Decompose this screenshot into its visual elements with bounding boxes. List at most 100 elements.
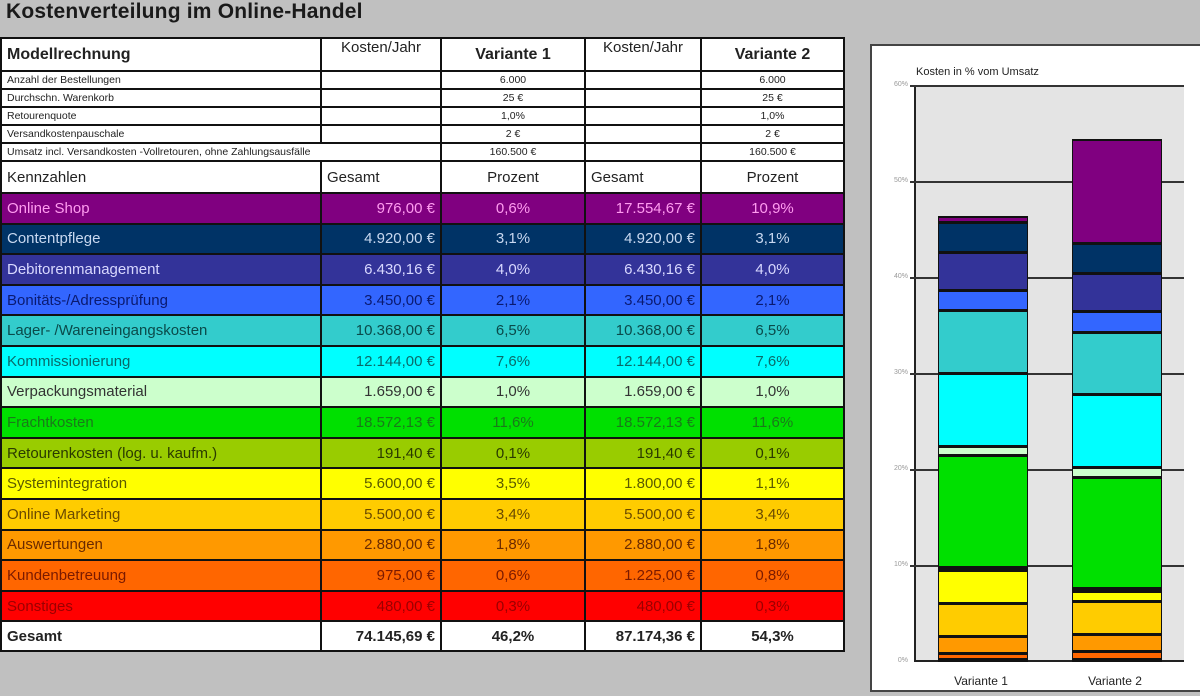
info-value-variante-2: 25 € [700, 88, 845, 108]
row-label: Frachtkosten [0, 406, 322, 439]
row-kosten-variante-2: 17.554,67 € [584, 192, 702, 225]
bar-segment [938, 310, 1028, 373]
stacked-bar [1072, 138, 1162, 662]
chart-panel: Kosten in % vom Umsatz 0% 10% 20% 30% 40% 50%… [870, 44, 1200, 692]
row-prozent-variante-1: 7,6% [440, 344, 586, 378]
info-empty-2 [584, 106, 702, 126]
header-variante-1: Variante 1 [440, 37, 586, 72]
row-kosten-variante-1: 10.368,00 € [320, 314, 442, 347]
table-row: Lager- /Wareneingangskosten 10.368,00 €6,… [0, 314, 845, 347]
bar-segment [1072, 393, 1162, 467]
y-tick-label: 30% [893, 369, 908, 376]
info-empty-1 [320, 70, 442, 90]
bar-segment [938, 445, 1028, 456]
total-row: Gesamt 74.145,69 €46,2% 87.174,36 €54,3% [0, 620, 845, 653]
bar-segment [1072, 659, 1162, 662]
info-value-variante-2: 1,0% [700, 106, 845, 126]
info-row: Umsatz incl. Versandkosten -Vollretouren… [0, 142, 845, 162]
y-tick-label: 0% [897, 657, 908, 664]
row-prozent-variante-1: 0,1% [440, 436, 586, 470]
row-kosten-variante-1: 975,00 € [320, 559, 442, 592]
header-kosten-jahr-2: Kosten/Jahr [584, 37, 702, 72]
row-kosten-variante-2: 3.450,00 € [584, 283, 702, 317]
info-empty-1 [320, 88, 442, 108]
info-value-variante-1: 1,0% [440, 106, 586, 126]
row-kosten-variante-1: 12.144,00 € [320, 344, 442, 378]
table-row: Retourenkosten (log. u. kaufm.) 191,40 €0… [0, 436, 845, 470]
header-modellrechnung: Modellrechnung [0, 37, 322, 72]
total-kosten-variante-2: 87.174,36 € [584, 620, 702, 653]
table-row: Systemintegration 5.600,00 €3,5% 1.800,00 … [0, 467, 845, 500]
row-kosten-variante-2: 5.500,00 € [584, 497, 702, 531]
bar-segment [938, 455, 1028, 567]
row-prozent-variante-2: 6,5% [700, 314, 845, 347]
row-label: Online Marketing [0, 497, 322, 531]
row-kosten-variante-2: 1.659,00 € [584, 375, 702, 409]
table-row: Kommissionierung 12.144,00 €7,6% 12.144,00… [0, 344, 845, 378]
y-tick-label: 20% [893, 465, 908, 472]
x-axis [916, 660, 1184, 662]
row-kosten-variante-1: 976,00 € [320, 192, 442, 225]
row-label: Sonstiges [0, 589, 322, 623]
table-row: Frachtkosten 18.572,13 €11,6% 18.572,13 €1… [0, 406, 845, 439]
table-row: Contentpflege 4.920,00 €3,1% 4.920,00 €3,1… [0, 222, 845, 256]
bar-segment [1072, 331, 1162, 394]
row-label: Kundenbetreuung [0, 559, 322, 592]
gridline [910, 85, 1184, 87]
info-empty-1 [320, 124, 442, 144]
table-row: Online Shop 976,00 €0,6% 17.554,67 €10,9% [0, 192, 845, 225]
row-prozent-variante-2: 1,0% [700, 375, 845, 409]
bar-segment [938, 569, 1028, 604]
row-kosten-variante-2: 12.144,00 € [584, 344, 702, 378]
bar-segment [1072, 590, 1162, 602]
info-row: Anzahl der Bestellungen 6.000 6.000 [0, 70, 845, 90]
x-category-label: Variante 2 [1088, 674, 1142, 688]
row-prozent-variante-1: 6,5% [440, 314, 586, 347]
info-label: Anzahl der Bestellungen [0, 70, 322, 90]
y-tick-label: 40% [893, 273, 908, 280]
row-kosten-variante-1: 5.500,00 € [320, 497, 442, 531]
kennzahlen-row: Kennzahlen Gesamt Prozent Gesamt Prozent [0, 160, 845, 194]
info-row: Versandkostenpauschale 2 € 2 € [0, 124, 845, 144]
bar-segment [1072, 243, 1162, 274]
row-kosten-variante-1: 480,00 € [320, 589, 442, 623]
row-prozent-variante-2: 0,1% [700, 436, 845, 470]
row-label: Auswertungen [0, 528, 322, 562]
kennzahlen-gesamt-2: Gesamt [584, 160, 702, 194]
total-prozent-variante-1: 46,2% [440, 620, 586, 653]
bar-segment [1072, 466, 1162, 477]
row-label: Verpackungsmaterial [0, 375, 322, 409]
row-prozent-variante-2: 0,3% [700, 589, 845, 623]
y-tick-label: 10% [893, 561, 908, 568]
header-kosten-jahr-1: Kosten/Jahr [320, 37, 442, 72]
table-row: Debitorenmanagement 6.430,16 €4,0% 6.430,1… [0, 253, 845, 286]
row-prozent-variante-2: 0,8% [700, 559, 845, 592]
row-prozent-variante-1: 0,3% [440, 589, 586, 623]
table-row: Bonitäts-/Adressprüfung 3.450,00 €2,1% 3.4… [0, 283, 845, 317]
total-label: Gesamt [0, 620, 322, 653]
y-tick-label: 60% [893, 81, 908, 88]
header-variante-2: Variante 2 [700, 37, 845, 72]
info-value-variante-2: 6.000 [700, 70, 845, 90]
bar-segment [1072, 138, 1162, 244]
info-value-variante-1: 2 € [440, 124, 586, 144]
chart-title: Kosten in % vom Umsatz [916, 66, 1039, 78]
row-kosten-variante-2: 10.368,00 € [584, 314, 702, 347]
bar-segment [938, 653, 1028, 659]
bar-segment [1072, 587, 1162, 591]
row-kosten-variante-1: 1.659,00 € [320, 375, 442, 409]
info-value-variante-2: 2 € [700, 124, 845, 144]
table-row: Verpackungsmaterial 1.659,00 €1,0% 1.659,0… [0, 375, 845, 409]
bar-segment [1072, 651, 1162, 659]
page-title: Kostenverteilung im Online-Handel [6, 0, 363, 23]
row-label: Lager- /Wareneingangskosten [0, 314, 322, 347]
info-value-variante-2: 160.500 € [700, 142, 845, 162]
row-prozent-variante-2: 3,4% [700, 497, 845, 531]
row-prozent-variante-1: 3,1% [440, 222, 586, 256]
row-prozent-variante-1: 0,6% [440, 559, 586, 592]
row-kosten-variante-1: 3.450,00 € [320, 283, 442, 317]
gridline [910, 277, 1184, 279]
row-prozent-variante-2: 11,6% [700, 406, 845, 439]
bar-segment [938, 566, 1028, 570]
info-empty-2 [584, 142, 702, 162]
